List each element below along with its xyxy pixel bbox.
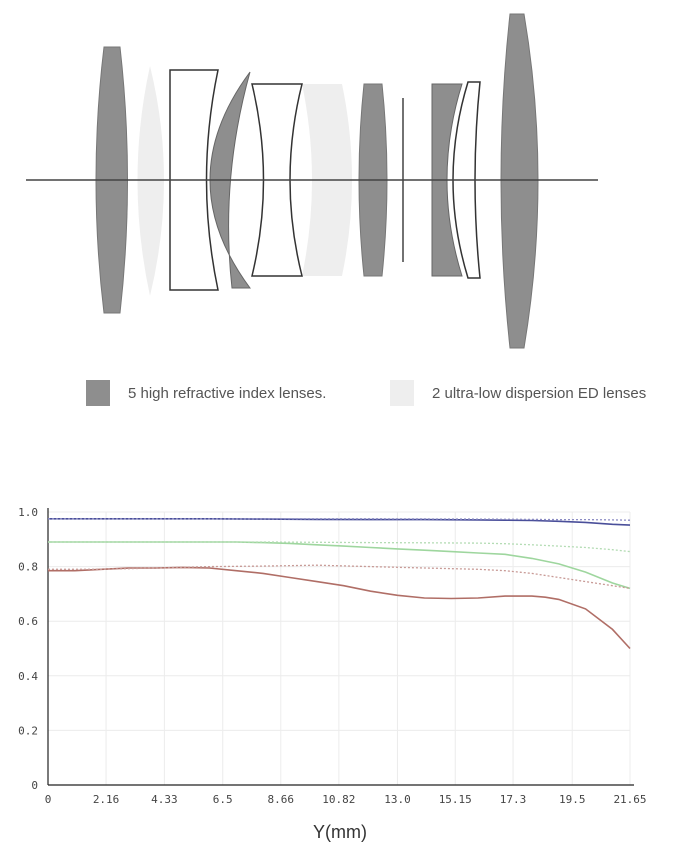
y-tick-label: 0 (31, 779, 38, 792)
legend-item-high-index: 5 high refractive index lenses. (86, 380, 326, 406)
ed-lens-1 (137, 66, 164, 296)
lens-diagram (26, 13, 598, 349)
legend-swatch-high-index (86, 380, 110, 406)
y-tick-label: 0.2 (18, 724, 38, 737)
x-axis-label: Y(mm) (313, 822, 367, 842)
x-tick-label: 21.65 (613, 793, 646, 806)
x-tick-label: 10.82 (322, 793, 355, 806)
x-tick-label: 0 (45, 793, 52, 806)
y-tick-label: 0.4 (18, 670, 38, 683)
x-tick-label: 8.66 (268, 793, 295, 806)
x-tick-label: 6.5 (213, 793, 233, 806)
lens-legend: 5 high refractive index lenses. 2 ultra-… (0, 380, 680, 410)
y-tick-label: 0.6 (18, 615, 38, 628)
x-tick-label: 19.5 (559, 793, 586, 806)
y-tick-label: 1.0 (18, 506, 38, 519)
x-tick-label: 13.0 (384, 793, 411, 806)
series-line-3 (48, 541, 631, 553)
x-tick-label: 2.16 (93, 793, 120, 806)
legend-label-high-index: 5 high refractive index lenses. (128, 384, 327, 402)
x-tick-label: 17.3 (500, 793, 527, 806)
legend-item-ed: 2 ultra-low dispersion ED lenses (390, 380, 646, 406)
chart-ticks: 0 2.16 4.33 6.5 8.66 10.82 13.0 15.15 17.3 19.5 21… (18, 506, 646, 806)
y-tick-label: 0.8 (18, 561, 38, 574)
mtf-chart: 0 2.16 4.33 6.5 8.66 10.82 13.0 15.15 17.3 19.5 21… (18, 506, 646, 842)
series-line-4 (48, 566, 631, 650)
x-tick-label: 4.33 (151, 793, 178, 806)
chart-series (48, 517, 631, 650)
series-line-5 (48, 564, 631, 590)
hi-lens-5 (500, 13, 539, 349)
legend-label-ed: 2 ultra-low dispersion ED lenses (432, 384, 647, 402)
legend-swatch-ed (390, 380, 414, 406)
series-line-1 (48, 518, 631, 521)
chart-axes (47, 508, 634, 786)
chart-grid (47, 511, 631, 786)
x-tick-label: 15.15 (439, 793, 472, 806)
